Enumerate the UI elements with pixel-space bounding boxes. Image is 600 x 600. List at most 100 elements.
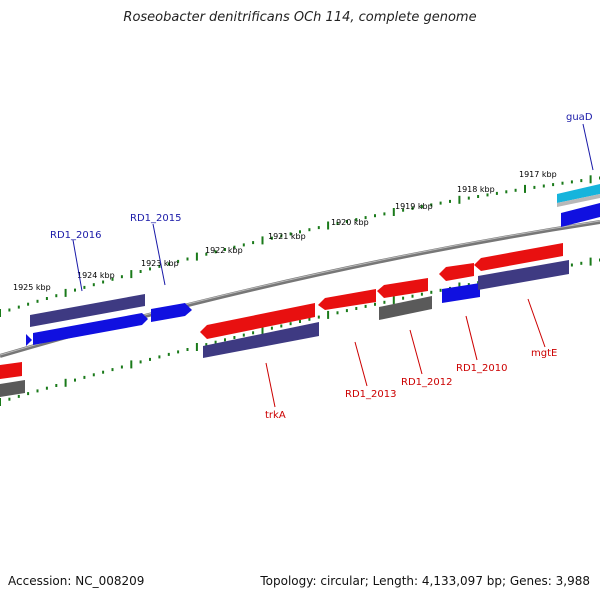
minor-tick [36,299,39,303]
gene-mgtE-bar[interactable] [474,243,563,271]
gene-reverse-gray-edge[interactable] [0,380,25,397]
minor-tick [420,292,423,296]
tick-label-1923: 1923 kbp [141,259,179,268]
gene-RD1_2010-blue[interactable] [442,283,480,303]
minor-tick [205,252,208,256]
major-tick [0,309,1,317]
gene-reverse-red-edge[interactable] [0,362,22,379]
gene-forward-blue-3[interactable] [33,313,148,345]
gene-reverse-red-1[interactable] [439,263,474,281]
minor-tick [167,262,170,266]
minor-tick [308,317,311,321]
gene-RD1_2010-navy[interactable] [478,260,569,290]
minor-tick [289,232,292,236]
minor-tick [467,196,470,200]
minor-tick [111,368,114,372]
label-RD1_2015[interactable]: RD1_2015 [130,213,181,224]
forward-genes [26,184,600,346]
minor-tick [514,188,517,192]
major-tick [589,257,592,266]
gene-trkA-navy[interactable] [203,322,319,358]
minor-tick [55,294,58,298]
major-tick [327,310,330,319]
major-tick [392,208,395,216]
minor-tick [139,360,142,364]
minor-tick [74,378,76,382]
minor-tick [467,283,470,287]
minor-tick [355,218,358,222]
label-RD1_2013[interactable]: RD1_2013 [345,389,396,400]
label-RD1_2016[interactable]: RD1_2016 [50,230,101,241]
minor-tick [242,243,245,247]
minor-tick [149,357,151,361]
minor-tick [336,222,339,225]
minor-tick [74,288,76,292]
minor-tick [308,228,311,232]
minor-tick [439,201,442,205]
minor-tick [355,307,358,310]
gene-RD1_2016-bar[interactable] [30,294,145,327]
major-tick [64,378,67,387]
minor-tick [45,386,48,390]
minor-tick [374,302,376,306]
minor-tick [580,261,583,265]
minor-tick [280,234,283,238]
major-tick [327,221,330,230]
minor-tick [345,220,348,223]
minor-tick [299,230,301,234]
minor-tick [439,288,442,292]
tick-label-1919: 1919 kbp [395,202,433,211]
gene-guaD-bar[interactable] [557,184,600,203]
minor-tick [36,389,39,393]
gene-forward-blue-4[interactable] [26,334,32,346]
minor-tick [364,304,367,308]
tick-label-1925: 1925 kbp [13,283,51,292]
minor-tick [252,241,255,245]
tick-label-1921: 1921 kbp [268,232,306,241]
minor-tick [533,185,536,189]
minor-tick [17,394,20,398]
minor-tick [289,322,292,326]
label-RD1_2012[interactable]: RD1_2012 [401,377,452,388]
minor-tick [402,296,405,300]
minor-tick [430,290,433,294]
minor-tick [580,179,583,183]
minor-tick [570,263,573,267]
minor-tick [83,285,86,289]
minor-tick [383,212,386,216]
major-tick [524,184,526,193]
label-mgtE[interactable]: mgtE [531,348,557,359]
minor-tick [214,340,217,344]
minor-tick [92,283,95,287]
minor-tick [55,384,58,387]
minor-tick [8,308,11,312]
major-tick [130,270,133,279]
gene-RD1_2013-bar[interactable] [318,289,376,310]
label-RD1_2010[interactable]: RD1_2010 [456,363,507,374]
major-tick [392,296,395,305]
minor-tick [430,203,433,207]
label-trkA[interactable]: trkA [265,410,286,421]
minor-tick [102,280,105,284]
label-guaD[interactable]: guaD [566,112,593,123]
minor-tick [495,191,498,195]
minor-tick [252,331,255,335]
minor-tick [224,338,226,342]
minor-tick [242,333,245,337]
minor-tick [345,309,348,313]
minor-tick [299,320,301,323]
gene-RD1_2012-bar[interactable] [377,278,428,298]
gene-trkA-bar[interactable] [200,303,315,339]
minor-tick [102,370,105,374]
minor-tick [411,294,414,298]
gene-forward-blue-2[interactable] [151,303,192,322]
gene-RD1_2012-gray[interactable] [379,296,432,320]
minor-tick [158,355,161,359]
gene-forward-blue-1[interactable] [561,203,600,227]
minor-tick [111,277,114,281]
minor-tick [214,250,217,254]
outer-tick-ring [0,175,600,317]
minor-tick [552,183,555,187]
minor-tick [233,245,236,249]
